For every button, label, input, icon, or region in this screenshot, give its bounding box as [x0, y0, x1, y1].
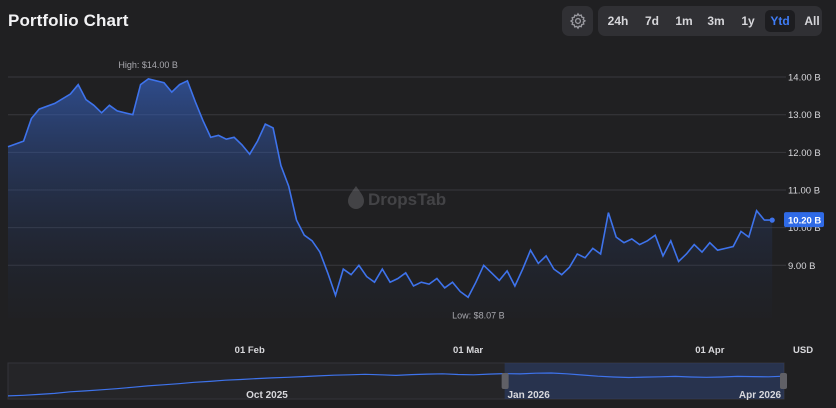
series-area — [8, 78, 773, 319]
y-tick-label: 9.00 B — [788, 261, 815, 272]
navigator-selection[interactable] — [504, 363, 784, 399]
range-1m[interactable]: 1m — [675, 14, 693, 28]
x-tick-label: 01 Feb — [235, 345, 265, 356]
range-1y[interactable]: 1y — [741, 14, 755, 28]
low-label: Low: $8.07 B — [452, 310, 505, 320]
range-ytd[interactable]: Ytd — [765, 10, 795, 32]
navigator-line — [7, 372, 785, 397]
navigator-handle-left[interactable] — [501, 373, 509, 389]
settings-button[interactable] — [562, 6, 593, 36]
drop-icon — [348, 186, 364, 209]
y-tick-label: 12.00 B — [788, 148, 821, 159]
navigator-label: Jan 2026 — [508, 390, 551, 401]
y-tick-label: 10.00 B — [788, 223, 821, 234]
range-7d[interactable]: 7d — [644, 14, 659, 28]
x-tick-label: 01 Apr — [695, 345, 725, 356]
y-tick-label: 13.00 B — [788, 110, 821, 121]
gear-icon — [569, 12, 586, 30]
current-value-badge: 10.20 B — [784, 212, 824, 228]
watermark: DropsTab — [348, 186, 446, 209]
y-tick-label: 14.00 B — [788, 73, 821, 84]
current-value-text: 10.20 B — [788, 216, 821, 227]
range-24h[interactable]: 24h — [607, 14, 629, 28]
current-point — [769, 217, 775, 223]
y-tick-label: 11.00 B — [788, 186, 820, 197]
time-range-selector: 24h 7d 1m 3m 1y Ytd All — [598, 6, 822, 36]
watermark-text: DropsTab — [368, 190, 446, 209]
navigator-label: Apr 2026 — [739, 390, 782, 401]
range-all[interactable]: All — [804, 14, 820, 28]
navigator[interactable]: Oct 2025 Jan 2026 Apr 2026 — [7, 362, 787, 401]
x-tick-label: 01 Mar — [453, 345, 483, 356]
navigator-label: Oct 2025 — [246, 390, 288, 401]
high-label: High: $14.00 B — [118, 60, 178, 70]
currency-label: USD — [793, 345, 813, 356]
range-3m[interactable]: 3m — [707, 14, 725, 28]
series-line — [7, 78, 773, 299]
navigator-handle-right[interactable] — [780, 373, 787, 389]
page-title: Portfolio Chart — [8, 11, 129, 30]
